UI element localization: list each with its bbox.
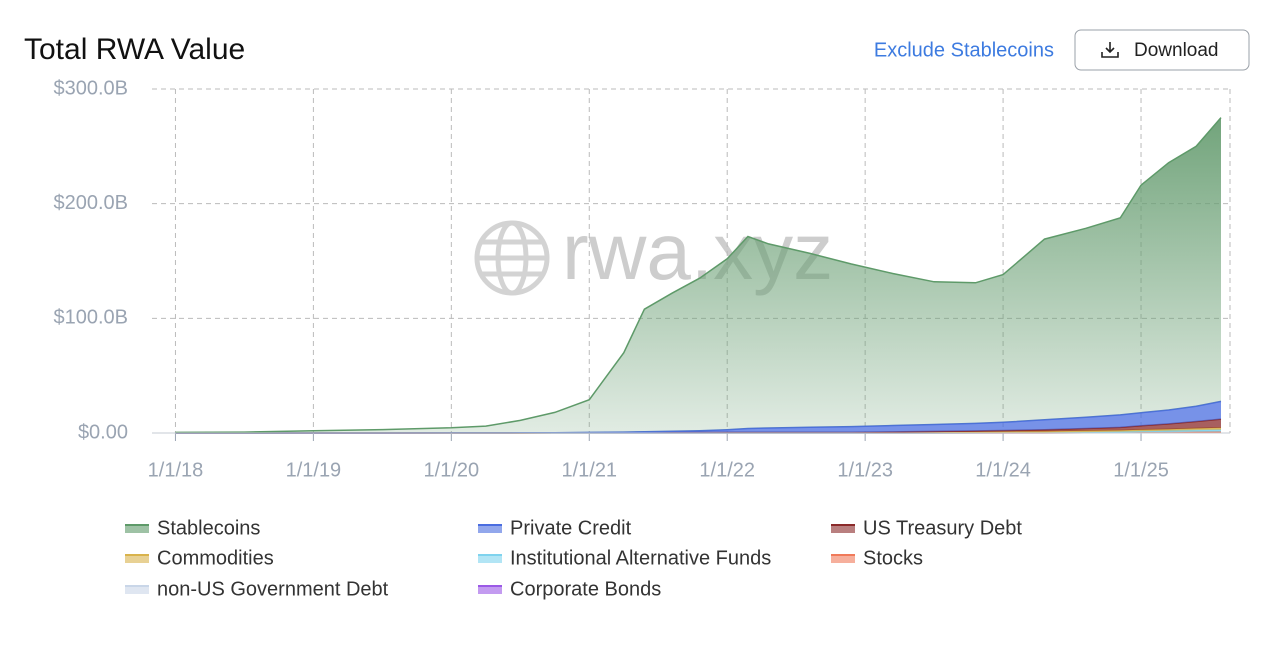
legend-swatch [478,555,502,563]
x-tick-label: 1/1/22 [699,459,755,481]
legend-label: Stablecoins [157,517,260,539]
area-line [175,117,1222,434]
area [175,117,1221,433]
y-tick-label: $0.00 [78,421,128,443]
download-label[interactable]: Download [1134,40,1219,61]
x-tick-label: 1/1/19 [286,459,342,481]
legend-swatch [125,525,149,533]
x-tick-label: 1/1/18 [148,459,204,481]
legend-label: US Treasury Debt [863,517,1022,539]
area [175,401,1221,433]
x-tick-label: 1/1/24 [975,459,1031,481]
y-tick-label: $200.0B [53,192,128,214]
legend-swatch [478,525,502,533]
x-tick-label: 1/1/20 [424,459,480,481]
exclude-stablecoins-link[interactable]: Exclude Stablecoins [874,39,1054,61]
legend-swatch [831,525,855,533]
chart-title: Total RWA Value [24,33,245,66]
legend-swatch [478,586,502,594]
legend-label: Stocks [863,547,923,569]
legend-label: Institutional Alternative Funds [510,547,771,569]
watermark-logo [474,220,550,296]
download-icon [1101,42,1119,58]
legend-label: Corporate Bonds [510,578,661,600]
legend-swatch [125,555,149,563]
legend-swatch [125,586,149,594]
legend-label: Commodities [157,547,274,569]
y-tick-label: $300.0B [53,77,128,99]
legend-label: non-US Government Debt [157,578,389,600]
x-tick-label: 1/1/23 [837,459,893,481]
x-tick-label: 1/1/25 [1113,459,1169,481]
legend-label: Private Credit [510,517,632,539]
y-tick-label: $100.0B [53,307,128,329]
download-button[interactable] [1074,29,1250,71]
legend-swatch [831,555,855,563]
x-tick-label: 1/1/21 [561,459,617,481]
